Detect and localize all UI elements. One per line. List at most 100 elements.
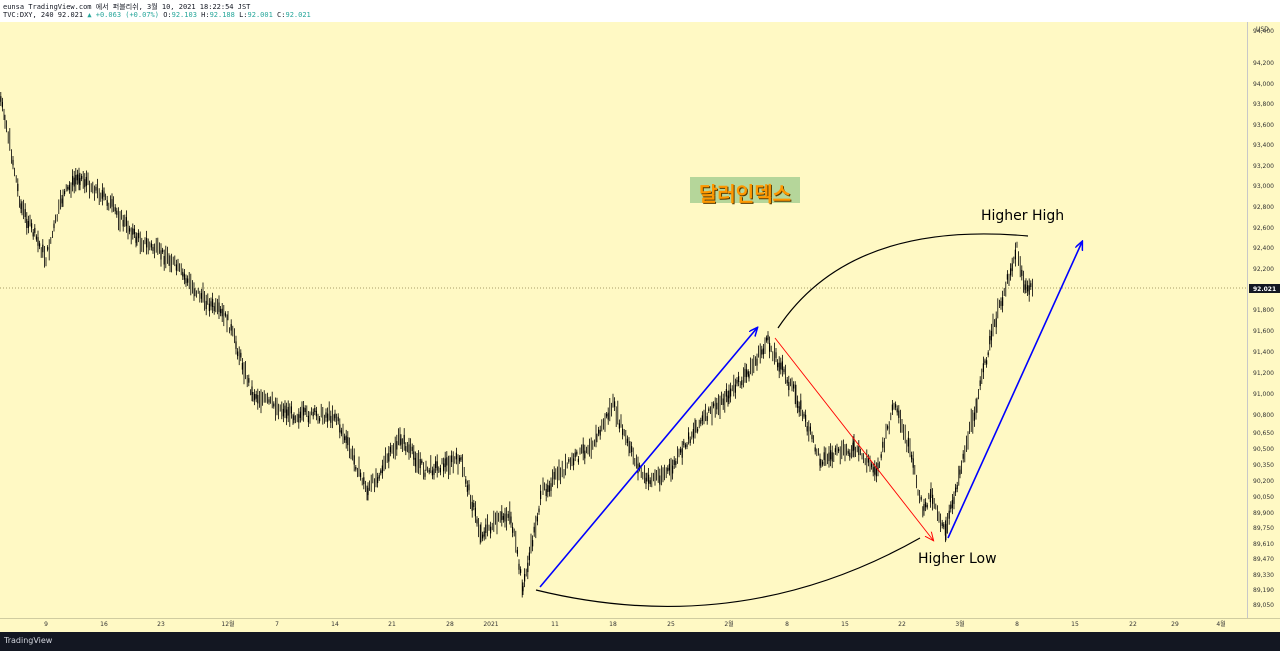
candle-body (64, 191, 66, 195)
candle-body (400, 438, 402, 445)
symbol-name: TVC:DXY, 240 (3, 11, 54, 19)
candle-body (986, 360, 988, 365)
candle-body (781, 361, 783, 371)
candle-body (748, 374, 750, 379)
title-badge: 달러인덱스 (690, 177, 800, 206)
candle-body (459, 457, 461, 462)
candle-body (747, 371, 749, 375)
candle-body (273, 403, 275, 407)
y-tick-label: 91,800 (1253, 307, 1274, 314)
higher-high-arc[interactable] (777, 233, 1029, 329)
candle-body (307, 415, 309, 423)
candle-body (220, 309, 222, 314)
candle-body (414, 457, 416, 467)
uptrend-arrow-1[interactable] (539, 328, 757, 588)
candle-body (800, 400, 802, 410)
candle-body (675, 461, 677, 465)
candle-body (872, 467, 874, 473)
candle-body (932, 494, 934, 504)
candle-body (466, 485, 468, 492)
candle-body (150, 243, 152, 248)
candle-body (347, 437, 349, 446)
candle-body (783, 368, 785, 373)
candle-body (0, 96, 2, 102)
candle-body (303, 407, 305, 416)
candle-body (814, 447, 816, 452)
price-axis-ticks: 94,400 94,200 94,000 93,800 93,600 93,400 93,2… (1253, 28, 1274, 609)
candle-body (951, 500, 953, 508)
candle-body (989, 336, 991, 345)
candle-body (834, 448, 836, 452)
y-tick-label: 93,600 (1253, 122, 1274, 129)
candle-body (32, 232, 34, 237)
candle-body (237, 351, 239, 357)
candle-body (692, 429, 694, 438)
candle-body (849, 452, 851, 458)
y-tick-label: 94,000 (1253, 81, 1274, 88)
candle-body (871, 463, 873, 468)
y-tick-label: 89,900 (1253, 510, 1274, 517)
downtrend-arrow[interactable] (774, 337, 933, 540)
candle-body (355, 467, 357, 470)
higher-low-arc[interactable] (535, 537, 921, 608)
candle-body (163, 256, 165, 265)
candle-body (809, 426, 811, 432)
candle-body (606, 413, 608, 417)
y-tick-label: 92,800 (1253, 204, 1274, 211)
candle-body (823, 452, 825, 461)
candle-body (738, 376, 740, 382)
price-axis[interactable] (1248, 22, 1280, 618)
uptrend-arrow-2[interactable] (947, 242, 1082, 539)
y-tick-label: 90,800 (1253, 412, 1274, 419)
x-tick-label: 12월 (221, 620, 234, 628)
candle-body (626, 438, 628, 443)
chart-plot-area[interactable] (0, 22, 1248, 618)
candle-body (659, 475, 661, 485)
candle-body (1000, 301, 1002, 306)
candle-body (550, 483, 552, 491)
candle-body (622, 428, 624, 435)
candle-body (132, 228, 134, 235)
candle-body (950, 504, 952, 510)
candle-body (116, 210, 118, 215)
candle-body (388, 452, 390, 462)
candle-body (896, 408, 898, 413)
candle-body (582, 444, 584, 454)
candle-body (221, 308, 223, 317)
candle-body (1010, 268, 1012, 276)
candle-body (953, 496, 955, 504)
x-tick-label: 2021 (483, 621, 498, 628)
y-tick-label: 93,800 (1253, 101, 1274, 108)
candle-body (547, 484, 549, 492)
candle-body (84, 179, 86, 188)
y-tick-label: 90,500 (1253, 446, 1274, 453)
candle-body (212, 298, 214, 307)
x-tick-label: 7 (275, 621, 279, 628)
higher-high-label: Higher High (981, 208, 1064, 224)
candle-body (532, 540, 534, 547)
candle-body (451, 455, 453, 463)
candle-body (114, 207, 116, 212)
candle-body (990, 330, 992, 341)
candle-body (734, 384, 736, 393)
candle-body (125, 217, 127, 227)
candle-body (512, 527, 514, 533)
candle-body (67, 186, 69, 190)
candle-body (502, 516, 504, 520)
candle-body (584, 450, 586, 459)
candle-body (680, 449, 682, 453)
chart-header: eunsa TradingView.com 에서 퍼블리쉬, 3월 10, 20… (0, 0, 1280, 22)
x-tick-label: 23 (157, 621, 165, 628)
candle-body (230, 324, 232, 331)
time-axis[interactable] (0, 618, 1280, 633)
tradingview-logo-icon[interactable]: TradingView (4, 636, 52, 645)
candle-body (1030, 283, 1032, 287)
candle-body (941, 522, 943, 526)
y-tick-label: 90,050 (1253, 494, 1274, 501)
candle-body (79, 178, 81, 186)
candle-body (793, 384, 795, 389)
y-tick-label: 90,350 (1253, 462, 1274, 469)
candle-body (1006, 274, 1008, 280)
candle-body (673, 459, 675, 465)
candle-body (1028, 285, 1030, 295)
